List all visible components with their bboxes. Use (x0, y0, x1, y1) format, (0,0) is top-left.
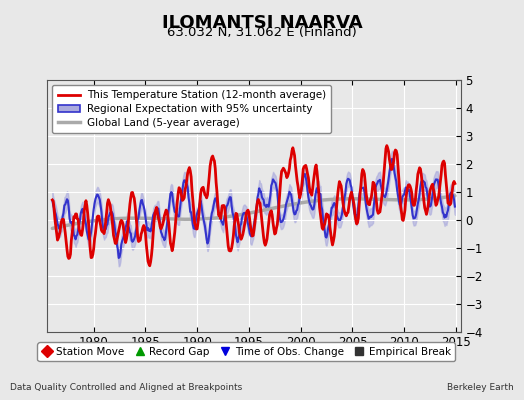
Text: 63.032 N, 31.062 E (Finland): 63.032 N, 31.062 E (Finland) (167, 26, 357, 39)
Legend: Station Move, Record Gap, Time of Obs. Change, Empirical Break: Station Move, Record Gap, Time of Obs. C… (37, 342, 455, 361)
Text: Data Quality Controlled and Aligned at Breakpoints: Data Quality Controlled and Aligned at B… (10, 383, 243, 392)
Text: ILOMANTSI NAARVA: ILOMANTSI NAARVA (162, 14, 362, 32)
Text: Berkeley Earth: Berkeley Earth (447, 383, 514, 392)
Legend: This Temperature Station (12-month average), Regional Expectation with 95% uncer: This Temperature Station (12-month avera… (52, 85, 331, 133)
